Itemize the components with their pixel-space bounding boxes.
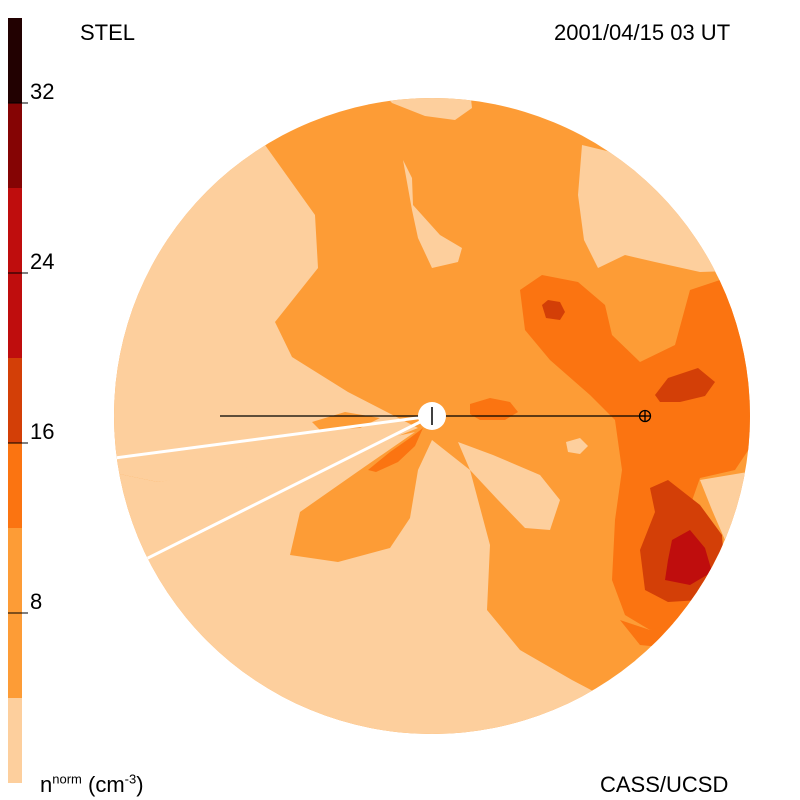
low-density-spike-north: [403, 160, 462, 268]
data-gap-ray-upper: [114, 414, 433, 462]
source-label: STEL: [80, 20, 136, 45]
colorbar-label-unit-super: -3: [124, 771, 137, 787]
timestamp-label: 2001/04/15 03 UT: [554, 20, 731, 45]
enhancement-near-sun-east: [470, 398, 518, 420]
colorbar-ticks: [8, 102, 28, 614]
credit-label: CASS/UCSD: [600, 772, 729, 797]
colorbar-tick-label: 24: [30, 249, 55, 274]
colorbar: [8, 18, 22, 783]
colorbar-tick-label: 32: [30, 79, 55, 104]
data-gap-ray-lower: [114, 414, 433, 584]
peak-density-south-east: [665, 530, 712, 585]
low-density-patch-south: [458, 442, 560, 530]
low-density-region-south: [114, 432, 750, 734]
enhancement-near-sun-south: [368, 428, 423, 472]
high-density-east: [655, 368, 715, 402]
low-density-region-north-east: [578, 145, 750, 272]
colorbar-label-unit-open: (cm: [88, 772, 125, 797]
high-density-north-east: [542, 300, 565, 320]
low-density-patch-small: [566, 438, 588, 454]
colorbar-band: [8, 103, 22, 188]
colorbar-band: [8, 358, 22, 443]
colorbar-label-super: norm: [52, 771, 82, 787]
colorbar-label-unit-close: ): [136, 772, 144, 797]
colorbar-tick-label: 8: [30, 589, 43, 614]
colorbar-label: nnorm (cm-3): [40, 772, 144, 798]
colorbar-band: [8, 698, 22, 783]
colorbar-band: [8, 443, 22, 528]
colorbar-band: [8, 18, 22, 103]
low-density-region-top: [380, 98, 472, 120]
colorbar-label-base: n: [40, 772, 53, 797]
colorbar-tick-label: 16: [30, 419, 55, 444]
